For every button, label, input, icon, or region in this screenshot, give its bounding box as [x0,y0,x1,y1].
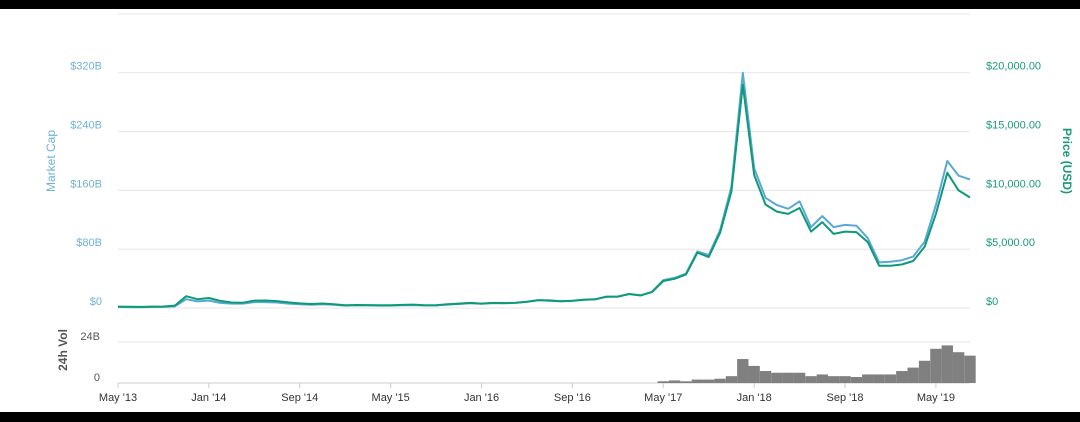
x-tick-label: Jan '18 [737,392,772,404]
x-tick-label: May '15 [372,392,410,404]
top-bar [0,0,1080,9]
volume-bar [907,367,919,383]
volume-bar [873,374,885,383]
bottom-bar [0,412,1080,422]
series-line [117,83,971,308]
volume-bar [805,376,817,383]
volume-bar [703,379,715,383]
y-tick-label: $80B [76,237,102,249]
volume-bar [782,372,794,383]
x-tick-label: Sep '14 [281,392,318,404]
y2-tick-label: $0 [986,296,998,308]
y2-tick-label: $10,000.00 [986,178,1041,190]
volume-axis-title: 24h Vol [56,329,70,371]
y-tick-label: $0 [90,296,102,308]
volume-bar [680,381,692,383]
volume-bar [771,372,783,383]
x-tick-label: Jan '16 [464,392,499,404]
volume-bar [816,374,828,383]
volume-bar [725,376,738,383]
y-tick-label: $160B [70,178,102,190]
volume-bar [930,348,942,383]
x-tick-label: Sep '16 [554,392,591,404]
volume-bar [691,379,704,383]
volume-tick-label: 24B [80,331,100,343]
volume-bar [748,365,760,383]
volume-bar [839,376,851,383]
y-tick-label: $240B [70,120,102,132]
volume-bar [737,359,749,383]
volume-bar [850,377,863,383]
x-tick-label: Jan '14 [191,392,226,404]
volume-bar [714,378,726,383]
x-tick-label: May '13 [99,392,137,404]
volume-bar [793,372,806,383]
volume-bar [657,381,669,383]
volume-bar [862,374,874,383]
x-tick-label: May '17 [644,392,682,404]
volume-bar [759,371,772,383]
volume-bar [941,345,953,383]
volume-bar [918,360,931,383]
volume-bar [828,376,840,383]
x-tick-label: Sep '18 [827,392,864,404]
y2-tick-label: $5,000.00 [986,237,1035,249]
y-axis-title: Market Cap [44,130,58,192]
volume-tick-label: 0 [94,372,100,384]
volume-bar [668,380,681,383]
volume-bar [884,374,897,383]
volume-bar [964,355,976,383]
y-tick-label: $320B [70,61,102,73]
y2-tick-label: $15,000.00 [986,120,1041,132]
volume-bar [896,371,908,383]
x-tick-label: May '19 [917,392,955,404]
y2-axis-title: Price (USD) [1060,128,1074,194]
volume-bar [952,352,965,383]
y2-tick-label: $20,000.00 [986,61,1041,73]
